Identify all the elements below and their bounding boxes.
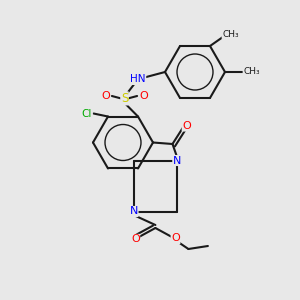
Text: O: O <box>182 121 191 131</box>
Text: Cl: Cl <box>82 109 92 118</box>
Text: CH₃: CH₃ <box>243 68 260 76</box>
Text: CH₃: CH₃ <box>222 29 239 38</box>
Text: O: O <box>139 91 148 101</box>
Text: O: O <box>101 91 110 101</box>
Text: O: O <box>171 233 180 244</box>
Text: N: N <box>173 155 181 166</box>
Text: N: N <box>130 206 138 217</box>
Text: HN: HN <box>130 74 146 85</box>
Text: S: S <box>121 92 128 105</box>
Text: O: O <box>131 234 140 244</box>
